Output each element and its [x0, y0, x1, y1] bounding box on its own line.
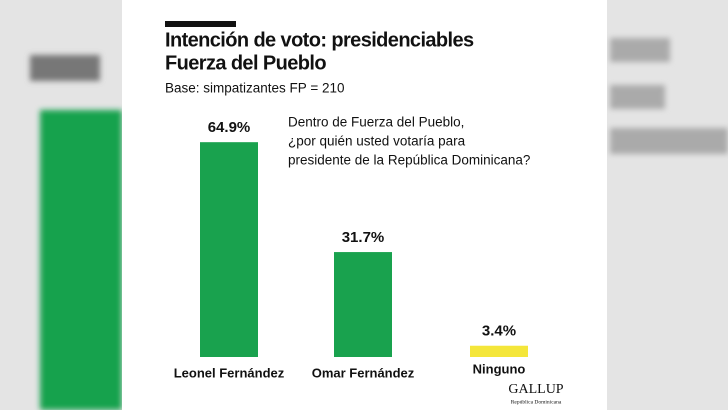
title-accent — [165, 21, 236, 27]
bar — [470, 345, 528, 357]
value-label: 31.7% — [342, 229, 385, 246]
bar — [334, 252, 392, 357]
category-label: Leonel Fernández — [174, 365, 285, 380]
value-label: 64.9% — [208, 119, 251, 136]
chart: Intención de voto: presidenciablesFuerza… — [165, 29, 564, 405]
category-label: Omar Fernández — [312, 365, 415, 380]
bar — [200, 142, 258, 357]
value-label: 3.4% — [482, 323, 516, 340]
chart-title: Fuerza del Pueblo — [165, 52, 326, 74]
annotation: Dentro de Fuerza del Pueblo, — [288, 115, 464, 130]
chart-title: Intención de voto: presidenciables — [165, 29, 474, 51]
annotation: ¿por quién usted votaría para — [288, 134, 466, 149]
source-logo: GALLUP — [508, 382, 563, 397]
source-sub: República Dominicana — [511, 399, 562, 405]
category-label: Ninguno — [473, 361, 526, 376]
blurred-background — [30, 38, 728, 410]
annotation: presidente de la República Dominicana? — [288, 153, 530, 168]
subtitle: Base: simpatizantes FP = 210 — [165, 81, 344, 96]
